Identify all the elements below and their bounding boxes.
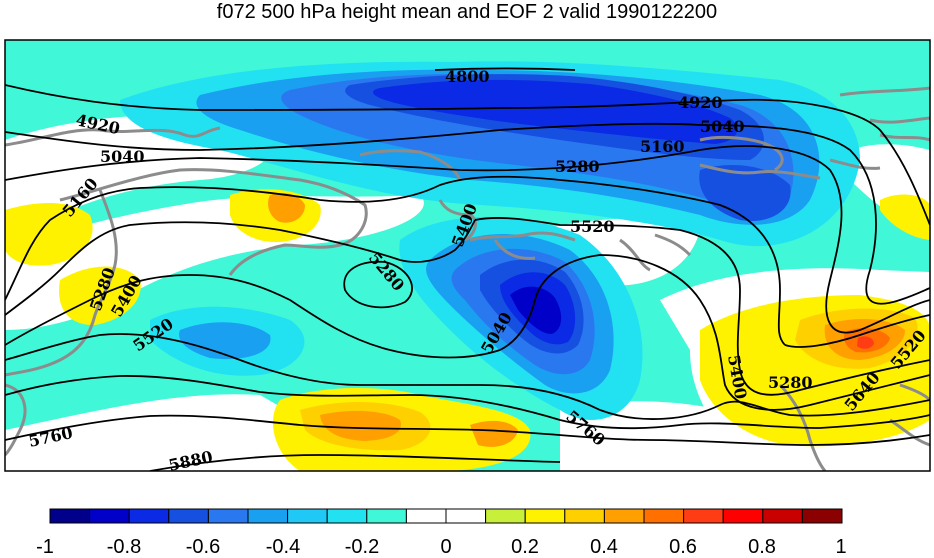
height-contours <box>5 67 930 471</box>
negative-region <box>510 286 562 334</box>
colorbar-swatch <box>287 508 328 524</box>
positive-region <box>5 203 93 266</box>
positive-region <box>268 193 305 223</box>
contour-label-4800: 4800 <box>445 67 490 86</box>
colorbar <box>49 508 843 524</box>
near-zero-region <box>560 401 760 471</box>
colorbar-labels: -1 -0.8 -0.6 -0.4 -0.2 0 0.2 0.4 0.6 0.8… <box>36 536 846 558</box>
colorbar-swatch <box>683 508 724 524</box>
colorbar-tick-label: 1 <box>835 536 846 558</box>
contour-label-5040: 5040 <box>100 147 145 166</box>
colorbar-tick-label: -0.6 <box>186 536 220 558</box>
colorbar-swatch <box>128 508 170 524</box>
colorbar-swatch <box>247 508 289 524</box>
colorbar-tick-label: 0.4 <box>590 536 618 558</box>
colorbar-swatch <box>207 508 249 524</box>
colorbar-swatch <box>445 508 487 524</box>
colorbar-tick-label: -0.4 <box>266 536 300 558</box>
negative-region <box>179 322 271 360</box>
colorbar-swatch <box>801 508 843 524</box>
positive-region <box>880 194 930 240</box>
contour-label-5160: 5160 <box>640 137 685 156</box>
plot-border <box>4 39 931 472</box>
colorbar-swatch <box>89 508 130 524</box>
colorbar-swatch <box>485 508 526 524</box>
colorbar-swatch <box>326 508 368 524</box>
contour-label-4920: 4920 <box>678 93 723 112</box>
colorbar-swatch <box>49 508 91 524</box>
contour-label-5280: 5280 <box>768 373 813 392</box>
colorbar-tick-label: 0.6 <box>669 536 697 558</box>
colorbar-swatch <box>603 508 645 524</box>
contour-label-5520: 5520 <box>570 217 615 236</box>
colorbar-swatch <box>643 508 685 524</box>
colorbar-tick-label: 0 <box>440 536 451 558</box>
colorbar-swatch <box>366 508 407 524</box>
colorbar-swatch <box>405 508 447 524</box>
colorbar-swatch <box>564 508 605 524</box>
colorbar-tick-label: -0.2 <box>345 536 379 558</box>
colorbar-tick-label: -0.8 <box>107 536 141 558</box>
map-title: f072 500 hPa height mean and EOF 2 valid… <box>216 1 718 23</box>
contour-label-5040: 5040 <box>700 117 745 136</box>
map-plot-area <box>5 40 930 471</box>
colorbar-tick-label: -1 <box>36 536 54 558</box>
colorbar-swatch <box>168 508 209 524</box>
positive-region <box>857 336 874 349</box>
contour-label-5280: 5280 <box>555 157 600 176</box>
colorbar-swatch <box>722 508 764 524</box>
colorbar-swatch <box>524 508 566 524</box>
colorbar-swatch <box>762 508 803 524</box>
negative-region <box>699 165 791 221</box>
coastlines <box>5 86 930 471</box>
positive-region <box>320 410 401 441</box>
colorbar-tick-label: 0.8 <box>748 536 776 558</box>
colorbar-tick-label: 0.2 <box>511 536 539 558</box>
positive-region <box>470 420 518 447</box>
negative-region <box>373 79 738 144</box>
